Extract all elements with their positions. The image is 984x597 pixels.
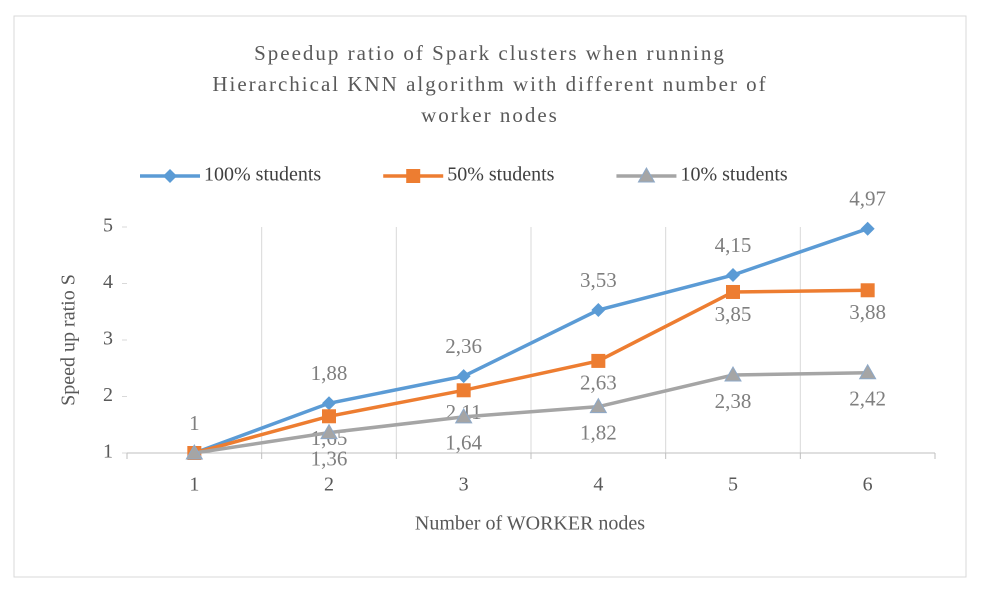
marker bbox=[591, 303, 606, 318]
chart-title: Hierarchical KNN algorithm with differen… bbox=[212, 72, 767, 96]
marker bbox=[163, 169, 177, 183]
series-line bbox=[193, 288, 868, 455]
data-label: 3,88 bbox=[849, 300, 886, 324]
data-label: 1,64 bbox=[445, 431, 482, 455]
marker bbox=[860, 283, 875, 298]
marker bbox=[456, 383, 471, 398]
y-axis-title: Speed up ratio S bbox=[58, 274, 80, 406]
y-tick-label: 4 bbox=[103, 271, 113, 293]
legend-label: 10% students bbox=[680, 164, 787, 186]
marker bbox=[322, 396, 336, 411]
marker bbox=[860, 221, 875, 236]
marker bbox=[637, 166, 656, 183]
marker bbox=[726, 268, 740, 283]
marker bbox=[726, 284, 740, 299]
chart-title: worker nodes bbox=[421, 103, 559, 127]
legend-label: 100% students bbox=[204, 164, 321, 186]
marker bbox=[858, 363, 877, 380]
x-tick-label: 5 bbox=[728, 474, 738, 496]
data-label: 1,36 bbox=[311, 446, 348, 470]
chart-frame bbox=[13, 15, 967, 578]
chart-title: Speedup ratio of Spark clusters when run… bbox=[254, 41, 726, 65]
marker bbox=[454, 407, 473, 424]
marker bbox=[456, 369, 471, 384]
series-line bbox=[193, 227, 869, 455]
data-label: 1,82 bbox=[580, 420, 617, 444]
data-label: 1,88 bbox=[311, 361, 348, 385]
data-label: 3,53 bbox=[580, 268, 617, 292]
x-tick-label: 2 bbox=[324, 474, 334, 496]
legend-label: 50% students bbox=[447, 164, 554, 186]
data-label: 1 bbox=[189, 411, 200, 435]
x-tick-label: 1 bbox=[189, 474, 199, 496]
x-axis-title: Number of WORKER nodes bbox=[415, 513, 645, 535]
data-label: 3,85 bbox=[715, 302, 752, 326]
data-label: 4,97 bbox=[849, 187, 886, 211]
marker bbox=[320, 423, 338, 440]
marker bbox=[591, 353, 606, 368]
data-label: 2,63 bbox=[580, 371, 617, 395]
marker bbox=[406, 169, 421, 183]
series-line bbox=[194, 371, 868, 455]
y-tick-label: 1 bbox=[103, 441, 113, 463]
marker bbox=[589, 397, 608, 414]
data-label: 2,38 bbox=[715, 389, 752, 413]
y-tick-label: 3 bbox=[103, 328, 113, 350]
y-tick-label: 5 bbox=[103, 215, 113, 237]
marker bbox=[185, 443, 204, 460]
x-tick-label: 6 bbox=[863, 474, 873, 496]
y-tick-label: 2 bbox=[103, 384, 113, 406]
data-label: 2,36 bbox=[445, 334, 482, 358]
data-label: 2,42 bbox=[849, 387, 886, 411]
x-tick-label: 4 bbox=[593, 474, 603, 496]
marker bbox=[724, 366, 742, 382]
data-label: 4,15 bbox=[715, 233, 752, 257]
x-tick-label: 3 bbox=[459, 474, 469, 496]
marker bbox=[322, 409, 336, 424]
